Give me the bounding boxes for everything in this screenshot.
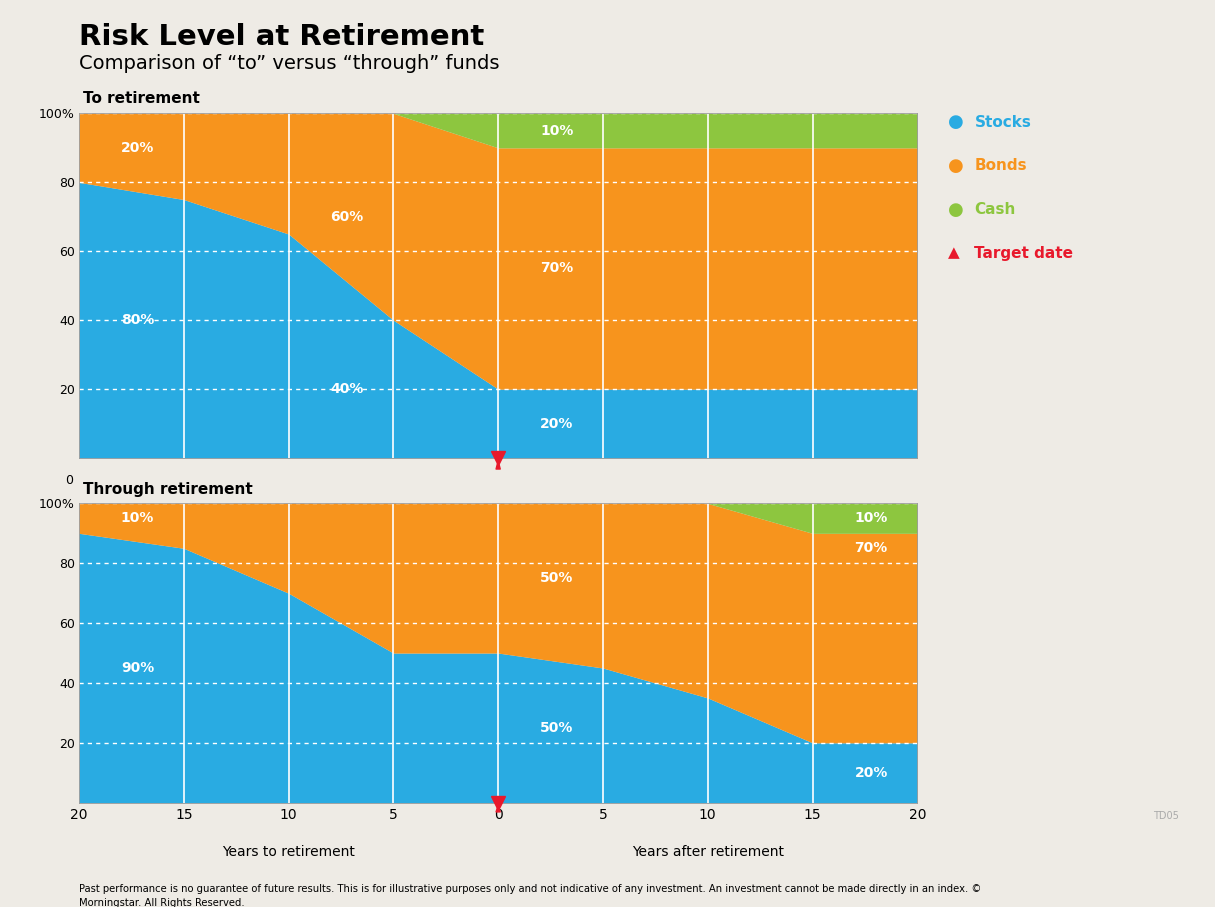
Text: 80%: 80% [120,313,154,327]
Text: Past performance is no guarantee of future results. This is for illustrative pur: Past performance is no guarantee of futu… [79,884,982,907]
Text: ●: ● [948,157,963,175]
Text: ●: ● [948,113,963,132]
Text: 60%: 60% [330,210,363,224]
Text: Target date: Target date [974,246,1073,260]
Text: 10%: 10% [854,512,888,525]
Text: Years to retirement: Years to retirement [222,845,355,859]
Text: Through retirement: Through retirement [83,483,253,497]
Text: Years after retirement: Years after retirement [632,845,784,859]
Text: 50%: 50% [539,571,573,585]
Text: 20%: 20% [120,141,154,155]
Text: To retirement: To retirement [83,92,200,106]
Text: 10%: 10% [539,123,573,138]
Text: Comparison of “to” versus “through” funds: Comparison of “to” versus “through” fund… [79,54,499,73]
Text: ▲: ▲ [948,246,960,260]
Text: ●: ● [948,200,963,219]
Text: Bonds: Bonds [974,159,1027,173]
Text: TD05: TD05 [1153,811,1179,821]
Text: 20%: 20% [539,416,573,431]
Text: 70%: 70% [539,261,573,276]
Text: 90%: 90% [120,661,154,675]
Text: Stocks: Stocks [974,115,1032,130]
Text: Cash: Cash [974,202,1016,217]
Text: 10%: 10% [120,512,154,525]
Text: 40%: 40% [330,382,363,396]
Text: 50%: 50% [539,721,573,735]
Text: 70%: 70% [854,541,888,555]
Text: 20%: 20% [854,766,888,780]
Text: Risk Level at Retirement: Risk Level at Retirement [79,23,485,51]
Text: 0: 0 [64,474,73,487]
